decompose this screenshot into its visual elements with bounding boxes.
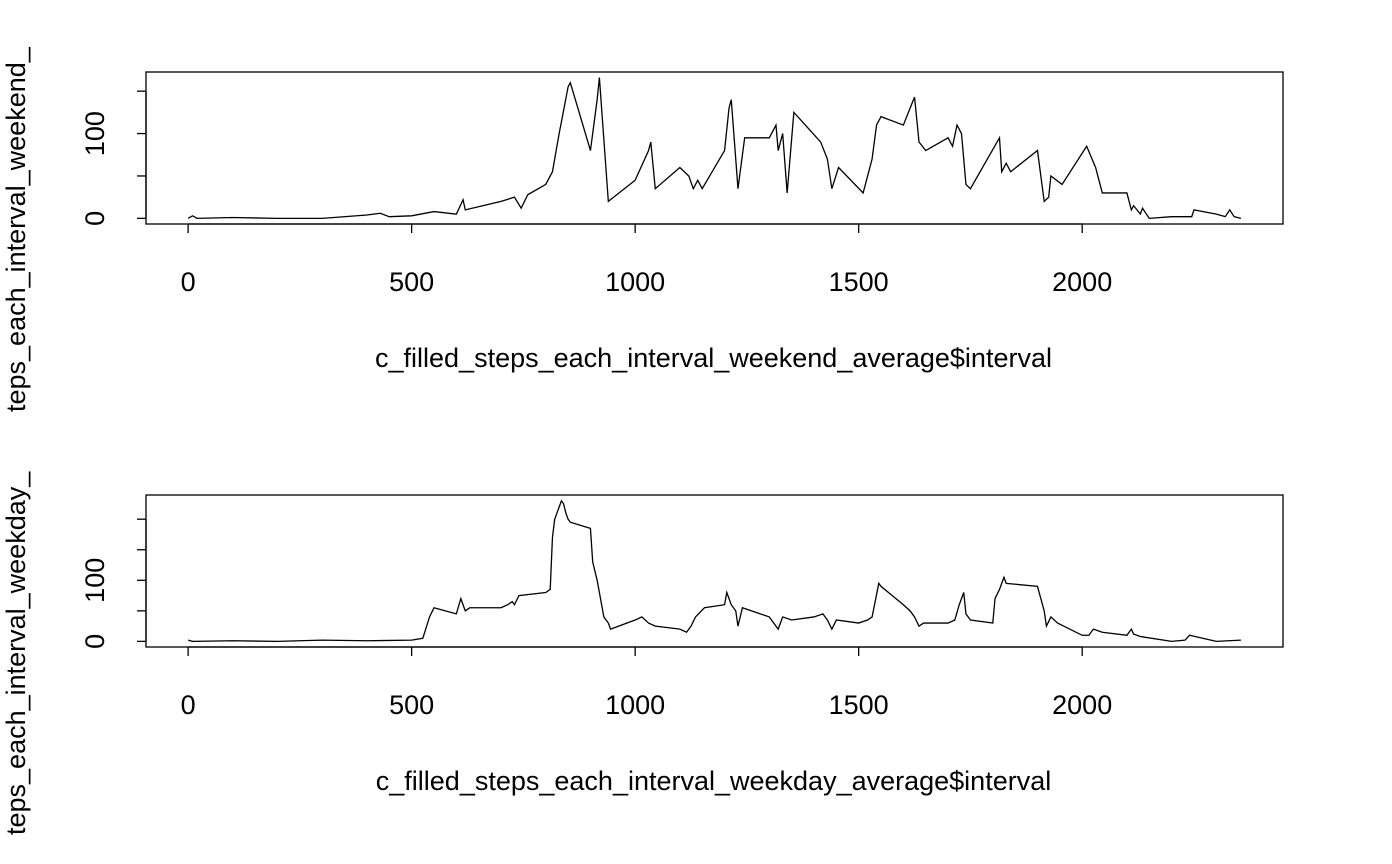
x-tick-label: 1000	[605, 267, 665, 297]
data-line	[187, 77, 1242, 220]
x-tick-label: 1500	[829, 690, 889, 720]
x-tick-label: 1000	[605, 690, 665, 720]
x-tick-label: 0	[181, 267, 196, 297]
x-tick-label: 500	[389, 690, 434, 720]
y-tick-label: 0	[80, 211, 110, 226]
x-tick-label: 2000	[1052, 690, 1112, 720]
y-axis-label: teps_each_interval_weekend_	[1, 46, 31, 412]
plot-frame	[145, 494, 1284, 648]
x-tick-label: 500	[389, 267, 434, 297]
y-tick-label: 100	[80, 558, 110, 603]
plot-frame	[145, 71, 1284, 225]
y-tick-label: 0	[80, 634, 110, 649]
y-tick-label: 100	[80, 111, 110, 156]
x-axis-label: c_filled_steps_each_interval_weekend_ave…	[375, 343, 1052, 373]
data-line	[187, 499, 1241, 643]
x-tick-label: 1500	[829, 267, 889, 297]
y-axis-label: teps_each_interval_weekday_	[1, 471, 31, 835]
x-axis-label: c_filled_steps_each_interval_weekday_ave…	[376, 766, 1051, 796]
x-tick-label: 2000	[1052, 267, 1112, 297]
x-tick-label: 0	[181, 690, 196, 720]
